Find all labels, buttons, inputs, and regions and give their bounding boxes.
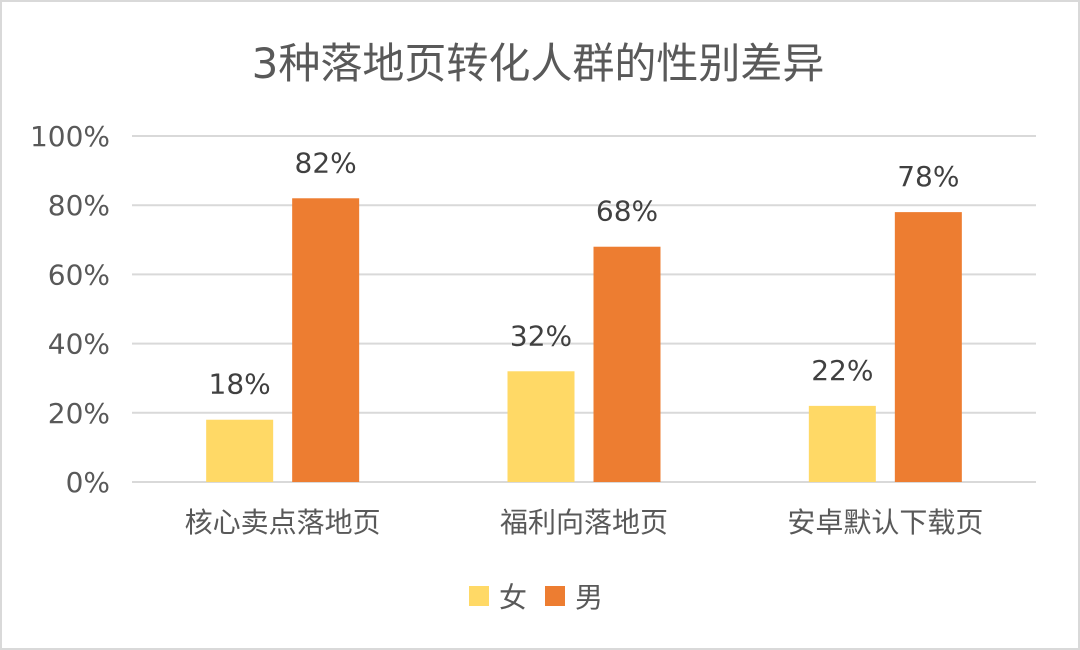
data-label: 18% <box>209 368 271 401</box>
x-category-label: 核心卖点落地页 <box>185 506 381 539</box>
y-tick-label: 80% <box>48 189 110 222</box>
bar-female <box>808 405 876 482</box>
data-label: 32% <box>510 319 572 352</box>
x-category-label: 福利向落地页 <box>500 506 668 539</box>
gridlines <box>132 135 1036 483</box>
legend-label: 男 <box>575 581 603 614</box>
data-label: 78% <box>897 160 959 193</box>
legend-swatch-male <box>545 586 565 606</box>
y-tick-label: 40% <box>48 328 110 361</box>
data-label: 22% <box>811 354 873 387</box>
data-label: 82% <box>295 146 357 179</box>
bar-female <box>206 419 274 482</box>
x-category-label: 安卓默认下载页 <box>787 506 983 539</box>
x-axis: 核心卖点落地页 福利向落地页 安卓默认下载页 <box>185 506 984 539</box>
bar-male <box>894 212 962 482</box>
bar-male <box>593 246 661 482</box>
y-tick-label: 0% <box>66 466 110 499</box>
bar-male <box>292 198 360 482</box>
legend-label: 女 <box>499 581 527 614</box>
y-axis: 0% 20% 40% 60% 80% 100% <box>30 120 110 499</box>
bar-female <box>507 371 575 482</box>
chart-title: 3种落地页转化人群的性别差异 <box>252 39 825 88</box>
y-tick-label: 60% <box>48 258 110 291</box>
y-tick-label: 20% <box>48 397 110 430</box>
bars: 18% 82% 32% 68% 22% 78% <box>206 146 962 482</box>
y-tick-label: 100% <box>30 120 110 153</box>
legend-swatch-female <box>469 586 489 606</box>
legend: 女男 <box>469 581 603 614</box>
data-label: 68% <box>596 195 658 228</box>
